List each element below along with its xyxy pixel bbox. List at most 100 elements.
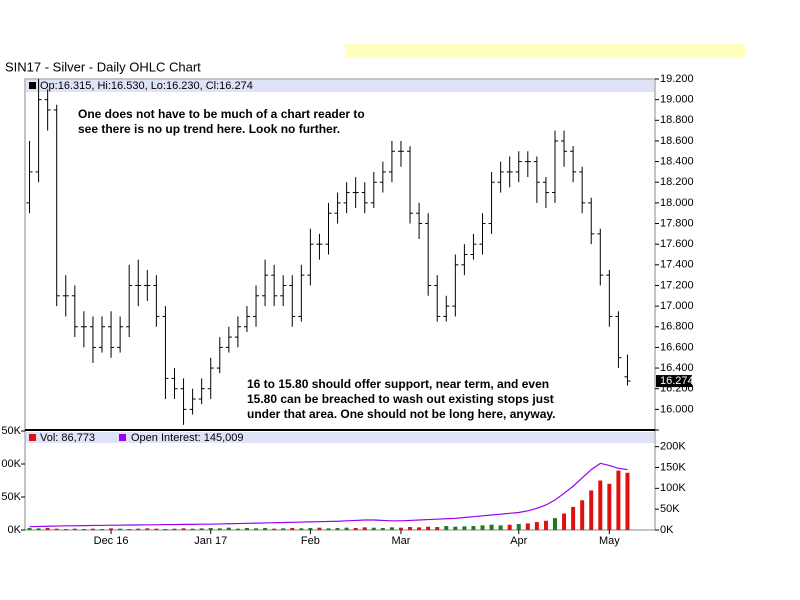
volume-bar (580, 500, 585, 530)
volume-bar (408, 527, 413, 530)
annotation: 15.80 can be breached to wash out existi… (247, 392, 554, 406)
y-tick-label: 17.000 (660, 300, 694, 312)
volume-bar (181, 528, 186, 530)
volume-bar (589, 490, 594, 530)
volume-bar (299, 528, 304, 530)
y-tick-label: 50K (1, 425, 21, 437)
y-tick-label: 18.000 (660, 197, 694, 209)
volume-bar (226, 527, 231, 530)
volume-bar (109, 528, 114, 530)
volume-bar (507, 524, 512, 530)
x-tick-label: May (599, 535, 620, 547)
y-tick-label: 16.400 (660, 362, 694, 374)
volume-bar (190, 528, 195, 530)
last-price: 16.274 (660, 375, 694, 387)
volume-bar (371, 527, 376, 530)
volume-bar (543, 520, 548, 530)
chart-title: SIN17 - Silver - Daily OHLC Chart (5, 59, 201, 74)
volume-bar (145, 528, 150, 530)
volume-bar (317, 527, 322, 530)
y-tick-label: 00K (1, 458, 21, 470)
volume-bar (54, 528, 59, 530)
y-tick-label: 18.800 (660, 114, 694, 126)
open-interest-line (29, 462, 628, 528)
volume-bar (118, 528, 123, 530)
volume-bar (417, 527, 422, 530)
volume-bar (172, 528, 177, 530)
y2-tick-label: 50K (660, 503, 680, 515)
volume-bar (625, 472, 630, 530)
volume-bar (100, 529, 105, 530)
info-swatch (29, 82, 36, 89)
volume-bar (380, 528, 385, 530)
volume-bar (571, 506, 576, 530)
volume-bar (208, 528, 213, 530)
annotation: see there is no up trend here. Look no f… (78, 122, 340, 136)
volume-bar (154, 528, 159, 530)
volume-bar (127, 529, 132, 530)
volume-bar (598, 480, 603, 530)
x-tick-label: Dec 16 (94, 535, 129, 547)
volume-bar (525, 523, 530, 530)
legend-label: Vol: 86,773 (40, 432, 95, 444)
annotation: 16 to 15.80 should offer support, near t… (247, 377, 549, 391)
volume-bar (462, 526, 467, 530)
volume-bar (27, 528, 32, 530)
volume-bar (254, 528, 259, 530)
volume-bar (616, 470, 621, 530)
volume-bar (344, 527, 349, 530)
volume-bar (607, 483, 612, 530)
volume-bar (498, 525, 503, 530)
volume-bar (489, 524, 494, 530)
y-tick-label: 16.000 (660, 403, 694, 415)
volume-bar (453, 526, 458, 530)
volume-bar (199, 528, 204, 530)
price-frame (24, 78, 656, 431)
y-tick-label: 19.000 (660, 94, 694, 106)
volume-bar (81, 529, 86, 530)
y-tick-label: 18.200 (660, 176, 694, 188)
volume-bar (534, 522, 539, 530)
volume-bar (516, 524, 521, 530)
volume-bar (471, 526, 476, 530)
volume-bar (480, 525, 485, 530)
x-tick-label: Feb (301, 535, 320, 547)
y-tick-label: 17.200 (660, 279, 694, 291)
volume-bar (398, 527, 403, 530)
volume-bar (290, 528, 295, 530)
annotation: under that area. One should not be long … (247, 407, 556, 421)
volume-bar (136, 528, 141, 530)
banner (345, 44, 745, 58)
y2-tick-label: 100K (660, 482, 686, 494)
volume-bar (36, 528, 41, 530)
volume-bar (244, 528, 249, 530)
y2-tick-label: 0K (660, 524, 674, 536)
legend-band (26, 432, 654, 443)
annotation: One does not have to be much of a chart … (78, 107, 365, 121)
y-tick-label: 0K (8, 524, 22, 536)
volume-bar (72, 528, 77, 530)
volume-bar (308, 528, 313, 530)
y2-tick-label: 150K (660, 461, 686, 473)
volume-bar (281, 528, 286, 530)
y2-tick-label: 200K (660, 441, 686, 453)
volume-bar (217, 528, 222, 530)
volume-bar (552, 518, 557, 530)
volume-bar (326, 528, 331, 530)
y-tick-label: 16.600 (660, 341, 694, 353)
x-tick-label: Apr (510, 535, 527, 547)
legend-swatch (29, 434, 36, 441)
volume-bar (435, 527, 440, 530)
volume-bar (235, 528, 240, 530)
x-tick-label: Jan 17 (194, 535, 227, 547)
y-tick-label: 17.800 (660, 217, 694, 229)
volume-bar (362, 527, 367, 530)
legend-swatch (119, 434, 126, 441)
volume-bar (45, 528, 50, 530)
volume-bar (444, 526, 449, 530)
info-text: Op:16.315, Hi:16.530, Lo:16.230, Cl:16.2… (40, 80, 253, 92)
y-tick-label: 17.400 (660, 259, 694, 271)
volume-bar (263, 528, 268, 530)
